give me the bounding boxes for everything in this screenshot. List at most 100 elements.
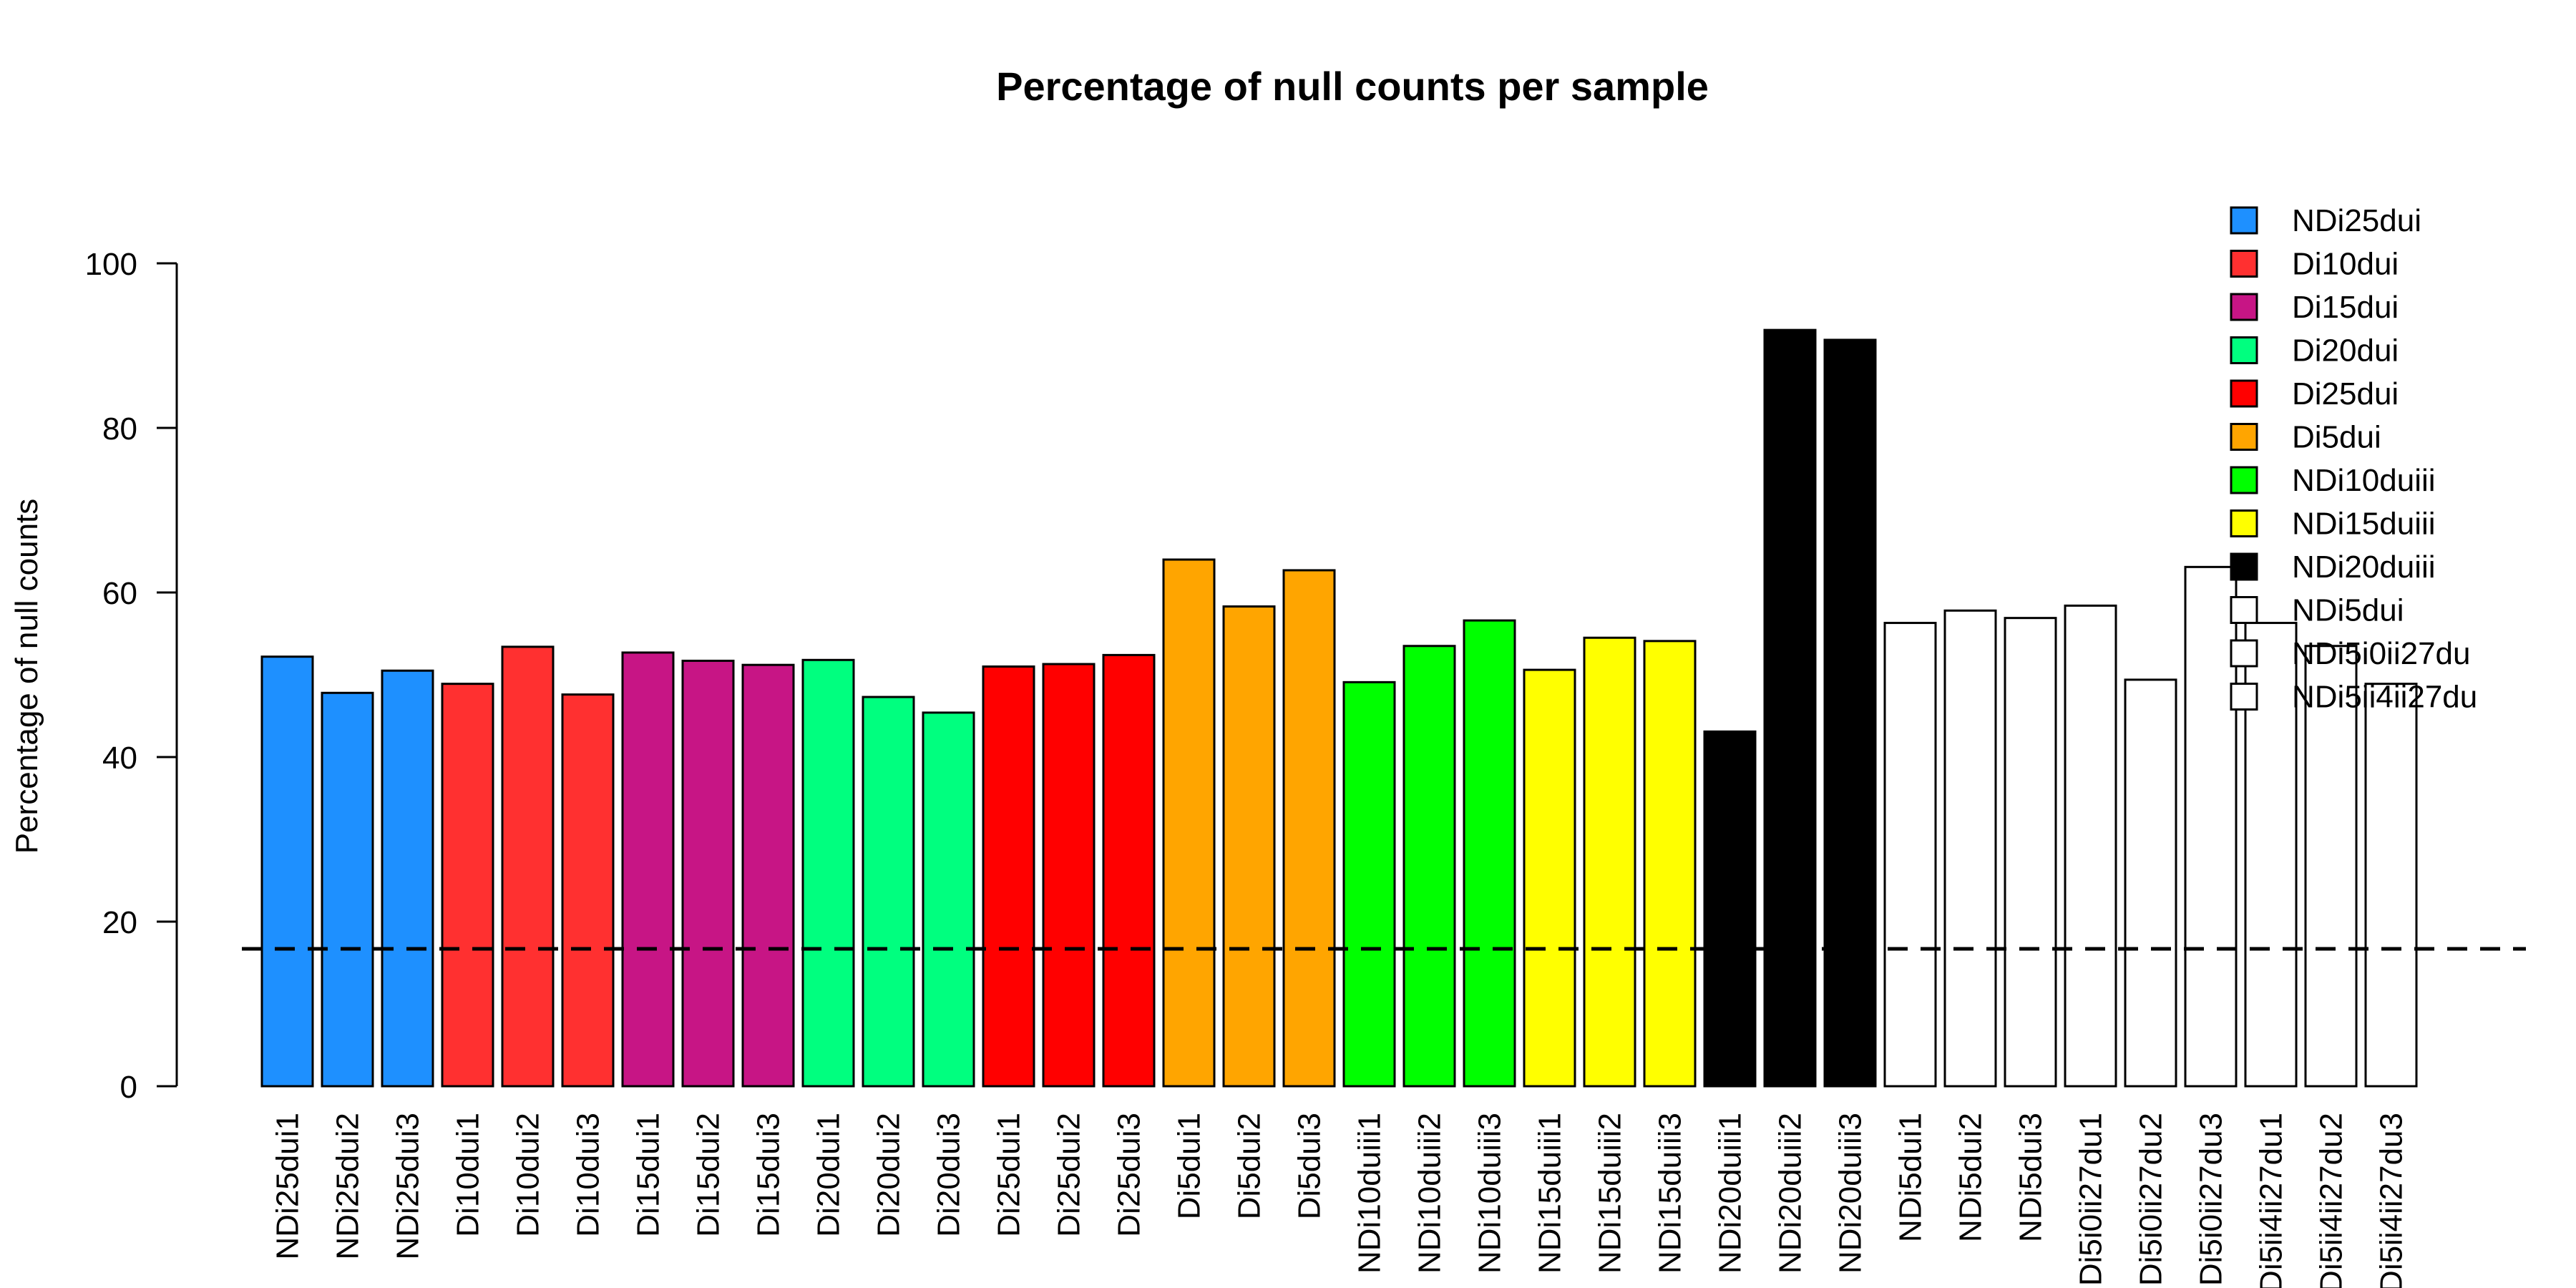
x-tick-label: NDi5i0ii27du3 [2194, 1113, 2229, 1288]
x-tick-label: Di10dui3 [571, 1113, 606, 1237]
x-tick-label: NDi10duiii1 [1352, 1113, 1387, 1274]
x-tick-label: Di20dui1 [811, 1113, 847, 1237]
x-tick-label: Di15dui2 [691, 1113, 726, 1237]
bar-Di10dui1 [441, 683, 494, 1088]
x-tick-label: NDi10duiii3 [1473, 1113, 1508, 1274]
bar-NDi5ii4ii27du3 [2364, 683, 2418, 1088]
bar-NDi10duiii2 [1402, 645, 1456, 1088]
legend-label: Di5dui [2292, 420, 2381, 455]
x-tick-label: Di25dui3 [1112, 1113, 1147, 1237]
legend-swatch [2230, 466, 2258, 494]
bar-Di10dui2 [501, 645, 555, 1088]
x-tick-label: Di25dui1 [992, 1113, 1027, 1237]
bar-Di25dui1 [982, 665, 1035, 1088]
x-tick-label: NDi5dui2 [1953, 1113, 1989, 1242]
x-tick-label: Di20dui3 [932, 1113, 967, 1237]
bar-Di20dui1 [801, 658, 855, 1088]
legend-swatch [2230, 596, 2258, 624]
x-tick-label: NDi20duiii2 [1773, 1113, 1808, 1274]
x-tick-label: Di5dui1 [1172, 1113, 1207, 1219]
legend-label: Di10dui [2292, 247, 2399, 282]
legend-swatch [2230, 423, 2258, 451]
bar-NDi20duiii1 [1703, 730, 1757, 1088]
x-tick-label: Di25dui2 [1052, 1113, 1087, 1237]
bar-NDi5ii4ii27du1 [2244, 622, 2298, 1088]
x-tick-label: NDi25dui1 [270, 1113, 306, 1259]
legend-swatch [2230, 683, 2258, 711]
legend-label: NDi20duiii [2292, 550, 2436, 585]
x-tick-label: NDi5dui1 [1893, 1113, 1928, 1242]
x-tick-label: NDi20duiii1 [1713, 1113, 1748, 1274]
x-tick-label: NDi20duiii3 [1833, 1113, 1868, 1274]
y-tick-label: 20 [102, 905, 137, 940]
x-tick-label: Di5dui2 [1232, 1113, 1267, 1219]
y-tick-label: 60 [102, 576, 137, 611]
bar-Di25dui3 [1102, 653, 1156, 1088]
y-tick-label: 0 [120, 1070, 137, 1105]
bar-NDi5i0ii27du3 [2184, 565, 2238, 1088]
bar-Di5dui2 [1222, 605, 1276, 1088]
bar-Di25dui2 [1042, 663, 1096, 1088]
x-tick-label: Di20dui2 [872, 1113, 907, 1237]
legend-label: NDi5dui [2292, 593, 2404, 628]
bar-NDi20duiii3 [1823, 338, 1877, 1088]
bar-NDi10duiii1 [1342, 680, 1396, 1088]
y-tick-label: 100 [85, 247, 137, 282]
x-tick-label: NDi25dui3 [391, 1113, 426, 1259]
x-tick-label: NDi5i0ii27du2 [2134, 1113, 2169, 1288]
legend-label: NDi10duiii [2292, 463, 2436, 498]
legend-label: Di20dui [2292, 333, 2399, 369]
legend-swatch [2230, 552, 2258, 581]
bar-Di20dui3 [922, 711, 975, 1088]
x-tick-label: NDi5ii4ii27du1 [2254, 1113, 2289, 1288]
legend-label: NDi15duiii [2292, 507, 2436, 542]
bar-Di5dui3 [1282, 569, 1336, 1088]
bar-NDi5dui3 [2004, 617, 2057, 1088]
bar-NDi5dui1 [1883, 622, 1937, 1088]
x-tick-label: NDi15duiii1 [1533, 1113, 1568, 1274]
bar-series [260, 328, 2418, 1088]
bar-NDi10duiii3 [1463, 619, 1516, 1088]
x-tick-label: Di10dui1 [451, 1113, 486, 1237]
x-tick-label: Di5dui3 [1292, 1113, 1327, 1219]
x-tick-label: Di15dui1 [631, 1113, 666, 1237]
y-tick-label: 40 [102, 741, 137, 776]
legend-swatch [2230, 509, 2258, 537]
bar-Di5dui1 [1162, 558, 1216, 1088]
y-axis: 0 20 40 60 80 100 [85, 247, 178, 1105]
legend-swatch [2230, 336, 2258, 364]
x-tick-label: Di15dui3 [751, 1113, 786, 1237]
legend-swatch [2230, 293, 2258, 321]
x-tick-label: NDi15duiii2 [1593, 1113, 1628, 1274]
legend-swatch [2230, 250, 2258, 278]
legend-swatch [2230, 379, 2258, 408]
x-tick-label: Di10dui2 [511, 1113, 546, 1237]
chart-title: Percentage of null counts per sample [996, 64, 1709, 109]
bar-NDi15duiii1 [1523, 668, 1576, 1088]
x-tick-label: NDi15duiii3 [1653, 1113, 1688, 1274]
bar-Di15dui3 [741, 663, 795, 1088]
bar-Di15dui2 [681, 659, 735, 1088]
legend-swatch [2230, 206, 2258, 235]
bar-NDi5i0ii27du2 [2124, 678, 2177, 1088]
legend: NDi25dui Di10dui Di15dui Di20dui Di25dui Di5d… [2230, 203, 2477, 715]
legend-swatch [2230, 639, 2258, 668]
legend-label: Di15dui [2292, 290, 2399, 325]
bar-NDi25dui1 [260, 655, 314, 1088]
bar-NDi5i0ii27du1 [2064, 604, 2117, 1088]
bar-Di15dui1 [621, 651, 675, 1088]
y-axis-label: Percentage of null counts [9, 499, 44, 854]
x-tick-label: NDi10duiii2 [1413, 1113, 1448, 1274]
bar-Di20dui2 [862, 696, 915, 1088]
legend-label: NDi5ii4ii27du [2292, 680, 2477, 715]
legend-label: NDi25dui [2292, 203, 2421, 238]
bar-NDi5ii4ii27du2 [2304, 645, 2358, 1088]
bar-NDi15duiii3 [1643, 640, 1697, 1088]
x-tick-label: NDi25dui2 [331, 1113, 366, 1259]
bar-Di10dui3 [561, 693, 615, 1088]
x-axis-tick-labels: NDi25dui1 NDi25dui2 NDi25dui3 Di10dui1 Di10d… [270, 1113, 2409, 1288]
x-tick-label: NDi5ii4ii27du3 [2374, 1113, 2409, 1288]
bar-NDi25dui3 [381, 669, 434, 1088]
x-tick-label: NDi5dui3 [2014, 1113, 2049, 1242]
